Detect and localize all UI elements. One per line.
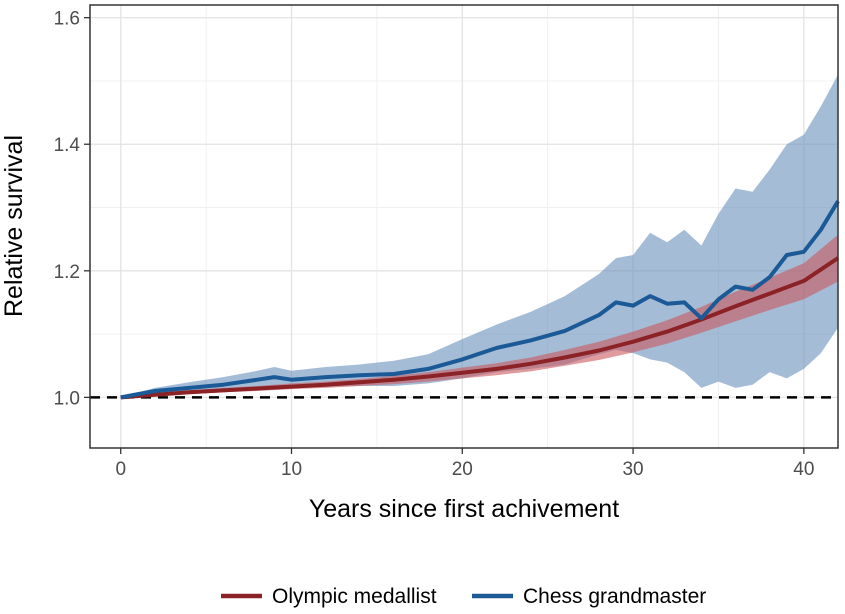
y-tick-label: 1.4: [54, 135, 81, 156]
legend-label-chess: Chess grandmaster: [523, 585, 706, 608]
legend-label-olympic: Olympic medallist: [272, 585, 437, 608]
y-tick-label: 1.2: [54, 262, 80, 283]
x-tick-label: 40: [793, 459, 814, 480]
band-olympic-medallist: [120, 234, 838, 398]
x-tick-label: 20: [452, 459, 473, 480]
plot-border: [89, 4, 839, 449]
y-tick-label: 1.6: [54, 9, 80, 30]
x-tick-label: 30: [622, 459, 643, 480]
series-lines: [120, 200, 840, 400]
x-axis: 0 10 20 30 40: [115, 448, 814, 480]
x-tick-label: 10: [281, 459, 302, 480]
x-axis-title: Years since first achivement: [309, 495, 619, 523]
x-tick-label: 0: [115, 459, 126, 480]
band-chess-grandmaster: [120, 74, 838, 398]
confidence-bands: [120, 74, 838, 398]
y-axis: 1.0 1.2 1.4 1.6: [54, 9, 90, 409]
line-chess-grandmaster: [120, 200, 840, 400]
legend: Olympic medallist Chess grandmaster: [221, 585, 706, 608]
minor-grid: [90, 5, 838, 448]
y-tick-label: 1.0: [54, 388, 80, 409]
y-axis-title: Relative survival: [0, 135, 28, 317]
line-olympic-medallist: [120, 256, 840, 400]
